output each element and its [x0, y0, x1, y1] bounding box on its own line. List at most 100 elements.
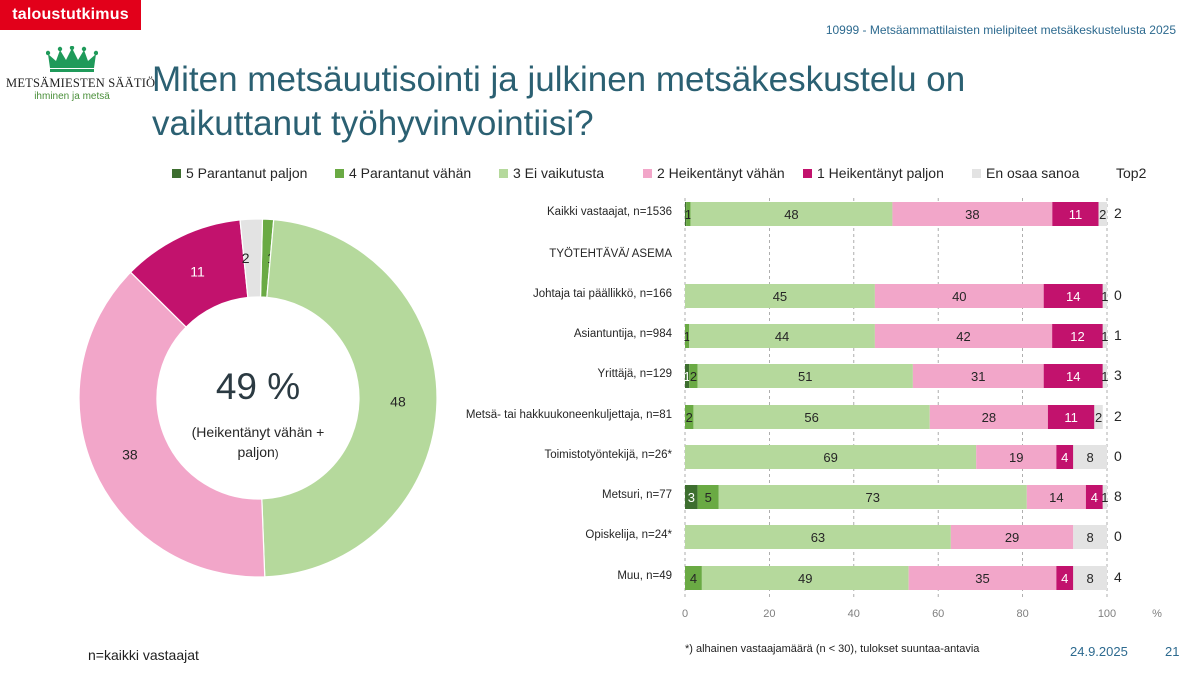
legend-swatch — [803, 169, 812, 178]
bar-value-label: 2 — [1099, 207, 1106, 222]
legend-swatch — [643, 169, 652, 178]
bar-segment-c1 — [1043, 284, 1103, 308]
bar-segment-c0 — [1102, 364, 1107, 388]
donut-center-caption: (Heikentänyt vähän + paljon) — [178, 422, 338, 464]
bar-segment-c0 — [1102, 485, 1107, 509]
bar-value-label: 2 — [690, 369, 697, 384]
crown-logo-icon — [46, 46, 98, 72]
bar-segment-c1 — [1052, 324, 1103, 348]
row-label: Kaikki vastaajat, n=1536 — [547, 206, 672, 218]
bar-value-label: 4 — [1061, 571, 1068, 586]
row-label: Yrittäjä, n=129 — [597, 368, 672, 380]
x-tick-label: 60 — [932, 608, 944, 620]
bar-value-label: 69 — [823, 450, 837, 465]
bar-segment-c2 — [874, 284, 1044, 308]
bar-segment-c1 — [1085, 485, 1103, 509]
legend-label: 4 Parantanut vähän — [349, 165, 472, 181]
top2-value: 2 — [1114, 205, 1122, 221]
x-tick-label: 20 — [763, 608, 775, 620]
legend-swatch — [172, 169, 181, 178]
bar-value-label: 11 — [1069, 207, 1083, 222]
bar-value-label: 29 — [1005, 530, 1019, 545]
row-label: Asiantuntija, n=984 — [573, 328, 672, 340]
legend-item-c2: 2 Heikentänyt vähän — [643, 165, 785, 181]
bar-segment-c1 — [1043, 364, 1103, 388]
top2-value: 2 — [1114, 408, 1122, 424]
bar-segment-c0 — [1073, 566, 1107, 590]
bar-segment-c0 — [1073, 525, 1107, 549]
page-number: 21 — [1165, 644, 1180, 659]
bar-value-label: 8 — [1087, 571, 1094, 586]
bar-value-label: 14 — [1066, 289, 1080, 304]
top2-header: Top2 — [1116, 165, 1147, 181]
bar-segment-c1 — [1052, 202, 1099, 226]
top2-value: 4 — [1114, 569, 1122, 585]
date: 24.9.2025 — [1070, 644, 1128, 659]
page-title: Miten metsäuutisointi ja julkinen metsäk… — [152, 60, 966, 143]
donut-label-c3: 48 — [390, 394, 406, 410]
bar-value-label: 42 — [956, 329, 970, 344]
bar-value-label: 31 — [971, 369, 985, 384]
donut-label-c0: 2 — [242, 250, 250, 266]
legend-item-c3: 3 Ei vaikutusta — [499, 165, 604, 181]
bar-segment-c2 — [912, 364, 1044, 388]
bar-segment-c5 — [685, 202, 687, 226]
donut-caption-line1: (Heikentänyt vähän + — [191, 424, 325, 440]
legend-item-c5: 5 Parantanut paljon — [172, 165, 307, 181]
donut-label-c2: 38 — [122, 446, 138, 462]
logo: METSÄMIESTEN SÄÄTIÖ ihminen ja metsä — [6, 46, 156, 112]
legend-item-c1: 1 Heikentänyt paljon — [803, 165, 944, 181]
bar-segment-c2 — [908, 566, 1057, 590]
legend-swatch — [972, 169, 981, 178]
bar-value-label: 19 — [1009, 450, 1023, 465]
bar-value-label: 1 — [683, 329, 690, 344]
row-label: Toimistotyöntekijä, n=26* — [544, 449, 672, 461]
bar-segment-c4 — [685, 405, 694, 429]
bar-segment-c4 — [697, 485, 719, 509]
donut-chart: 014838112 — [78, 218, 438, 578]
bar-segment-c1 — [1047, 405, 1095, 429]
bar-value-label: 14 — [1066, 369, 1080, 384]
bar-segment-c1 — [1056, 445, 1074, 469]
bar-segment-c0 — [1102, 324, 1107, 348]
bar-segment-c3 — [685, 445, 977, 469]
bar-segment-c3 — [685, 284, 875, 308]
logo-name: METSÄMIESTEN SÄÄTIÖ — [6, 76, 156, 90]
donut-slice-c3 — [261, 219, 438, 578]
bar-segment-c4 — [689, 364, 698, 388]
bar-segment-c5 — [685, 364, 690, 388]
bar-value-label: 8 — [1087, 530, 1094, 545]
bar-segment-c3 — [697, 364, 913, 388]
bar-value-label: 63 — [811, 530, 825, 545]
bar-value-label: 40 — [952, 289, 966, 304]
section-label: TYÖTEHTÄVÄ/ ASEMA — [549, 248, 672, 260]
donut-slice-c2 — [78, 271, 266, 578]
bar-value-label: 51 — [798, 369, 812, 384]
bar-value-label: 48 — [784, 207, 798, 222]
bar-value-label: 4 — [690, 571, 697, 586]
bar-value-label: 2 — [1095, 410, 1102, 425]
top2-value: 8 — [1114, 488, 1122, 504]
x-tick-label: 0 — [682, 608, 688, 620]
top2-value: 0 — [1114, 448, 1122, 464]
bar-segment-c3 — [689, 324, 875, 348]
row-label: Johtaja tai päällikkö, n=166 — [532, 288, 672, 300]
bar-value-label: 1 — [1101, 369, 1108, 384]
bar-value-label: 49 — [798, 571, 812, 586]
x-tick-label: 40 — [848, 608, 860, 620]
top2-value: 0 — [1114, 287, 1122, 303]
study-title: 10999 - Metsäammattilaisten mielipiteet … — [825, 23, 1176, 37]
bar-value-label: 35 — [975, 571, 989, 586]
bar-value-label: 1 — [685, 207, 692, 222]
legend-label: 5 Parantanut paljon — [186, 165, 308, 181]
bar-segment-c2 — [929, 405, 1048, 429]
bar-segment-c2 — [874, 324, 1053, 348]
logo-tagline: ihminen ja metsä — [34, 91, 110, 102]
bar-value-label: 4 — [1061, 450, 1068, 465]
bar-segment-c0 — [1098, 202, 1107, 226]
bar-value-label: 44 — [775, 329, 789, 344]
row-label: Muu, n=49 — [617, 570, 672, 582]
bar-value-label: 5 — [705, 490, 712, 505]
bar-value-label: 14 — [1049, 490, 1063, 505]
legend-swatch — [499, 169, 508, 178]
